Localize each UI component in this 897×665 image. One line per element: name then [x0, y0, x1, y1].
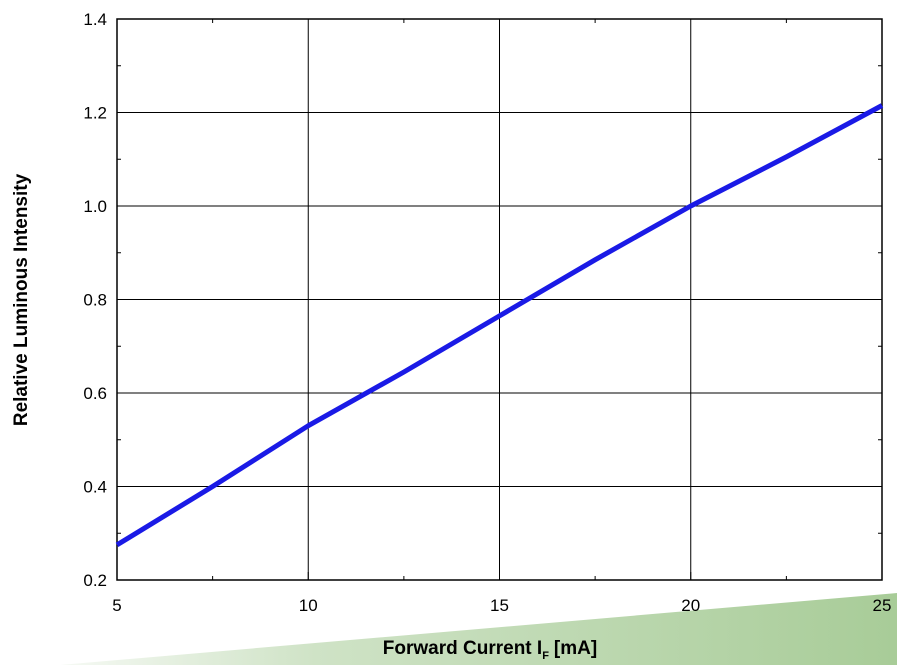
x-tick-label: 5 [112, 596, 121, 615]
x-tick-label: 10 [299, 596, 318, 615]
y-tick-label: 0.6 [83, 384, 107, 403]
label-layer: 5 10 15 20 25 0.2 0.4 0.6 0.8 1.0 1.2 1.4 [83, 10, 891, 615]
y-tick-label: 0.8 [83, 291, 107, 310]
x-axis-title: Forward Current IF [mA] [383, 638, 597, 662]
y-tick-label: 0.2 [83, 571, 107, 590]
y-tick-label: 1.4 [83, 10, 107, 29]
y-tick-label: 0.4 [83, 478, 107, 497]
grid-layer [117, 19, 882, 580]
x-tick-label: 25 [873, 596, 892, 615]
x-tick-label: 15 [490, 596, 509, 615]
y-tick-label: 1.0 [83, 197, 107, 216]
y-tick-label: 1.2 [83, 104, 107, 123]
x-axis-title-unit: [mA] [554, 638, 597, 659]
x-axis-title-subscript: F [542, 650, 549, 662]
x-tick-label: 20 [681, 596, 700, 615]
y-axis-title: Relative Luminous Intensity [11, 173, 32, 426]
x-axis-title-main: Forward Current I [383, 638, 542, 659]
